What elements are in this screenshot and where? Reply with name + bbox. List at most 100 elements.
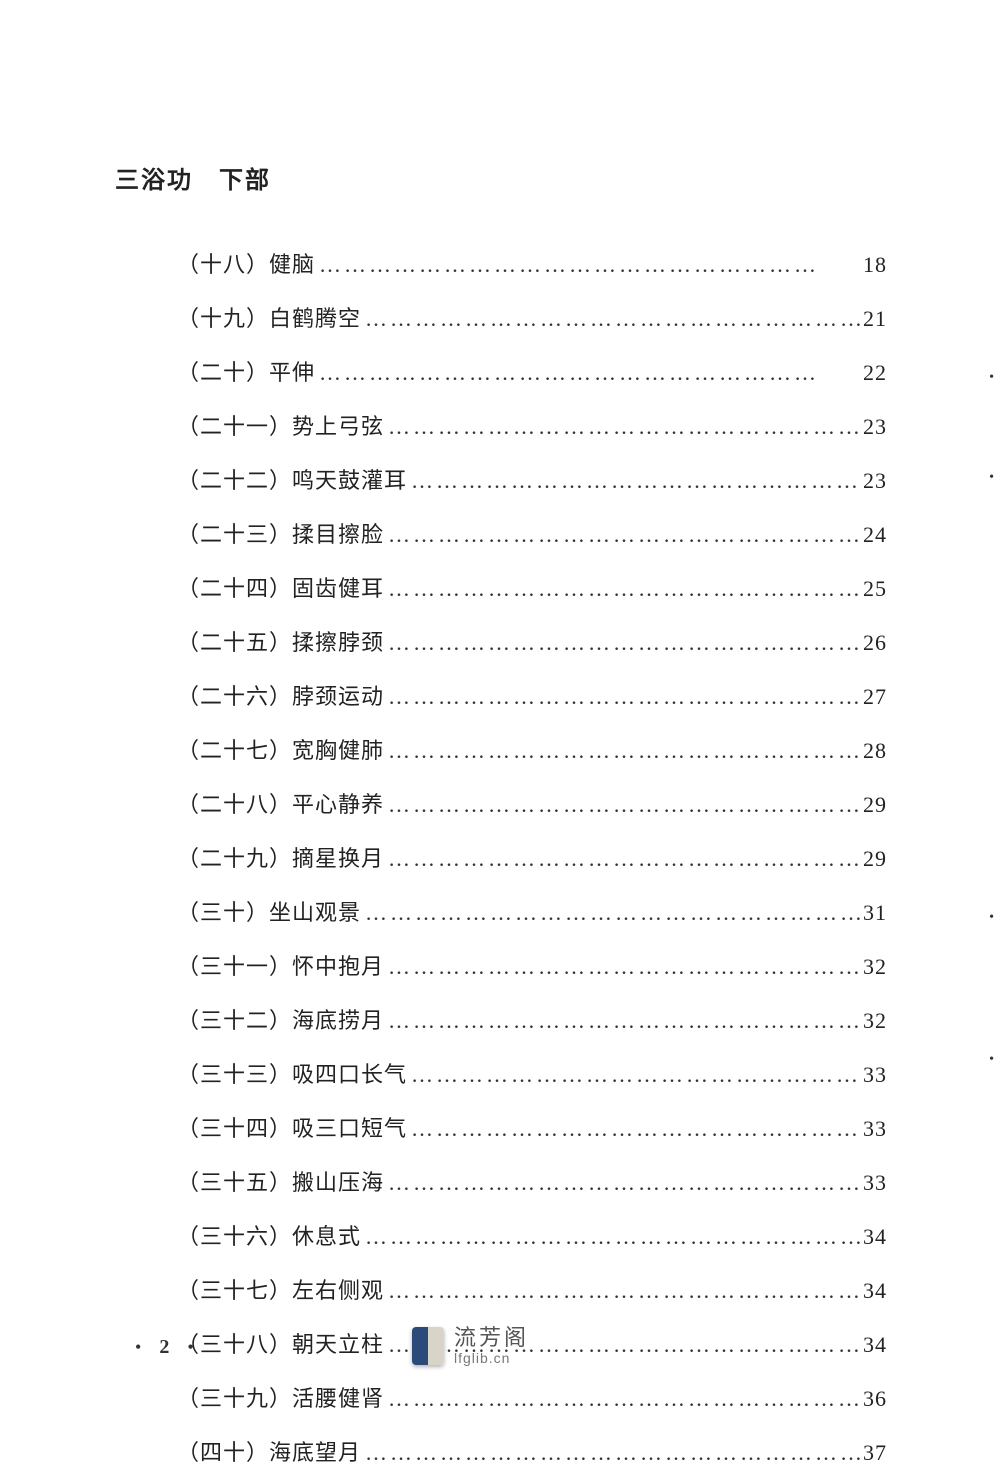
toc-number: （二十八） [177,787,292,819]
toc-leader-dots: …………………………………………………… [315,252,863,278]
toc-entry: （四十）海底望月……………………………………………………37 [177,1435,887,1467]
toc-page-number: 18 [863,252,887,278]
toc-number: （四十） [177,1435,269,1467]
toc-title: 怀中抱月 [292,949,384,981]
toc-leader-dots: …………………………………………………… [361,306,863,332]
toc-number: （三十五） [177,1165,292,1197]
toc-page-number: 23 [863,414,887,440]
toc-leader-dots: …………………………………………………… [361,1440,863,1466]
toc-entry: （三十六）休息式……………………………………………………34 [177,1219,887,1251]
toc-page-number: 33 [863,1170,887,1196]
toc-entry: （十九）白鹤腾空……………………………………………………21 [177,301,887,333]
toc-title: 海底望月 [269,1435,361,1467]
toc-title: 休息式 [292,1219,361,1251]
toc-page-number: 26 [863,630,887,656]
toc-title: 朝天立柱 [292,1327,384,1359]
watermark-url: lfglib.cn [454,1351,529,1366]
toc-title: 吸四口长气 [292,1057,407,1089]
toc-title: 揉目擦脸 [292,517,384,549]
toc-title: 脖颈运动 [292,679,384,711]
toc-entry: （三十七）左右侧观……………………………………………………34 [177,1273,887,1305]
toc-entry: （三十三）吸四口长气……………………………………………………33 [177,1057,887,1089]
toc-leader-dots: …………………………………………………… [361,1224,863,1250]
toc-title: 平伸 [269,355,315,387]
toc-page-number: 23 [863,468,887,494]
toc-leader-dots: …………………………………………………… [407,1062,863,1088]
toc-leader-dots: …………………………………………………… [384,1386,863,1412]
edge-mark: • [989,470,994,486]
toc-entry: （三十五）搬山压海……………………………………………………33 [177,1165,887,1197]
toc-entry: （二十九）摘星换月……………………………………………………29 [177,841,887,873]
toc-entry: （二十一）势上弓弦……………………………………………………23 [177,409,887,441]
toc-number: （二十一） [177,409,292,441]
toc-leader-dots: …………………………………………………… [384,738,863,764]
toc-page-number: 25 [863,576,887,602]
toc-page-number: 29 [863,792,887,818]
toc-number: （二十七） [177,733,292,765]
toc-number: （三十二） [177,1003,292,1035]
toc-entry: （三十四）吸三口短气……………………………………………………33 [177,1111,887,1143]
toc-entry: （三十）坐山观景……………………………………………………31 [177,895,887,927]
toc-entry: （三十九）活腰健肾……………………………………………………36 [177,1381,887,1413]
toc-number: （三十九） [177,1381,292,1413]
toc-number: （二十六） [177,679,292,711]
toc-page-number: 33 [863,1062,887,1088]
toc-page-number: 34 [863,1278,887,1304]
footer-bullet-right: • [187,1337,193,1358]
toc-page-number: 33 [863,1116,887,1142]
toc-page-number: 22 [863,360,887,386]
toc-page-number: 34 [863,1224,887,1250]
toc-number: （三十三） [177,1057,292,1089]
toc-leader-dots: …………………………………………………… [407,468,863,494]
toc-title: 宽胸健肺 [292,733,384,765]
toc-leader-dots: …………………………………………………… [384,792,863,818]
toc-entry: （三十一）怀中抱月……………………………………………………32 [177,949,887,981]
toc-entry: （二十七）宽胸健肺……………………………………………………28 [177,733,887,765]
toc-title: 固齿健耳 [292,571,384,603]
toc-page-number: 34 [863,1332,887,1358]
toc-leader-dots: …………………………………………………… [407,1116,863,1142]
page-number: 2 [159,1336,169,1359]
toc-entry: （三十八）朝天立柱……………………………………………………34 [177,1327,887,1359]
toc-leader-dots: …………………………………………………… [384,846,863,872]
toc-entry: （十八）健脑……………………………………………………18 [177,247,887,279]
toc-title: 鸣天鼓灌耳 [292,463,407,495]
toc-title: 左右侧观 [292,1273,384,1305]
toc-list: （十八）健脑……………………………………………………18 （十九）白鹤腾空…………… [177,247,887,1467]
toc-number: （三十四） [177,1111,292,1143]
toc-number: （三十八） [177,1327,292,1359]
toc-leader-dots: …………………………………………………… [384,1170,863,1196]
toc-number: （二十二） [177,463,292,495]
toc-number: （三十七） [177,1273,292,1305]
toc-title: 揉擦脖颈 [292,625,384,657]
toc-page-number: 24 [863,522,887,548]
toc-leader-dots: …………………………………………………… [384,522,863,548]
toc-number: （二十四） [177,571,292,603]
toc-title: 摘星换月 [292,841,384,873]
toc-title: 海底捞月 [292,1003,384,1035]
toc-page-number: 37 [863,1440,887,1466]
watermark-logo-icon [412,1327,444,1365]
watermark-text-block: 流芳阁 lfglib.cn [454,1326,529,1366]
toc-title: 搬山压海 [292,1165,384,1197]
page-container: 三浴功 下部 （十八）健脑……………………………………………………18（十九）白… [0,0,1002,1414]
toc-page-number: 28 [863,738,887,764]
toc-entry: （二十三）揉目擦脸……………………………………………………24 [177,517,887,549]
toc-number: （三十） [177,895,269,927]
toc-leader-dots: …………………………………………………… [361,900,863,926]
toc-page-number: 27 [863,684,887,710]
toc-number: （三十六） [177,1219,292,1251]
toc-leader-dots: …………………………………………………… [384,954,863,980]
toc-leader-dots: …………………………………………………… [315,360,863,386]
toc-leader-dots: …………………………………………………… [384,576,863,602]
edge-mark: • [989,1052,994,1068]
toc-entry: （二十）平伸……………………………………………………22 [177,355,887,387]
watermark: 流芳阁 lfglib.cn [412,1326,529,1366]
toc-title: 白鹤腾空 [269,301,361,333]
toc-title: 吸三口短气 [292,1111,407,1143]
toc-leader-dots: …………………………………………………… [384,1008,863,1034]
toc-leader-dots: …………………………………………………… [384,630,863,656]
toc-title: 平心静养 [292,787,384,819]
toc-title: 坐山观景 [269,895,361,927]
toc-entry: （二十五）揉擦脖颈……………………………………………………26 [177,625,887,657]
